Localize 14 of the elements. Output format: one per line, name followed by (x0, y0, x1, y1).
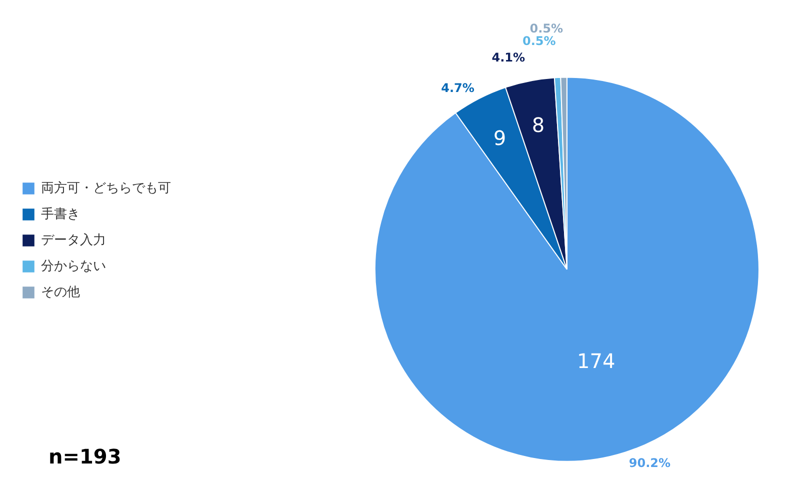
legend-label: その他 (41, 284, 80, 301)
data-label: 174 (577, 349, 616, 374)
text: 0.5% (530, 21, 563, 36)
text: 0.5% (522, 34, 556, 48)
text: 4.7% (441, 81, 474, 96)
legend-label: データ入力 (41, 232, 106, 249)
data-label: 9 (493, 126, 506, 150)
text: 90.2% (628, 456, 671, 470)
text: n=193 (48, 444, 122, 468)
data-label: 8 (532, 112, 545, 137)
legend-label: 手書き (41, 206, 80, 223)
legend-label: 両方可・どちらでも可 (41, 180, 171, 197)
legend-label: 分からない (41, 258, 106, 275)
text: 4.1% (492, 50, 525, 64)
